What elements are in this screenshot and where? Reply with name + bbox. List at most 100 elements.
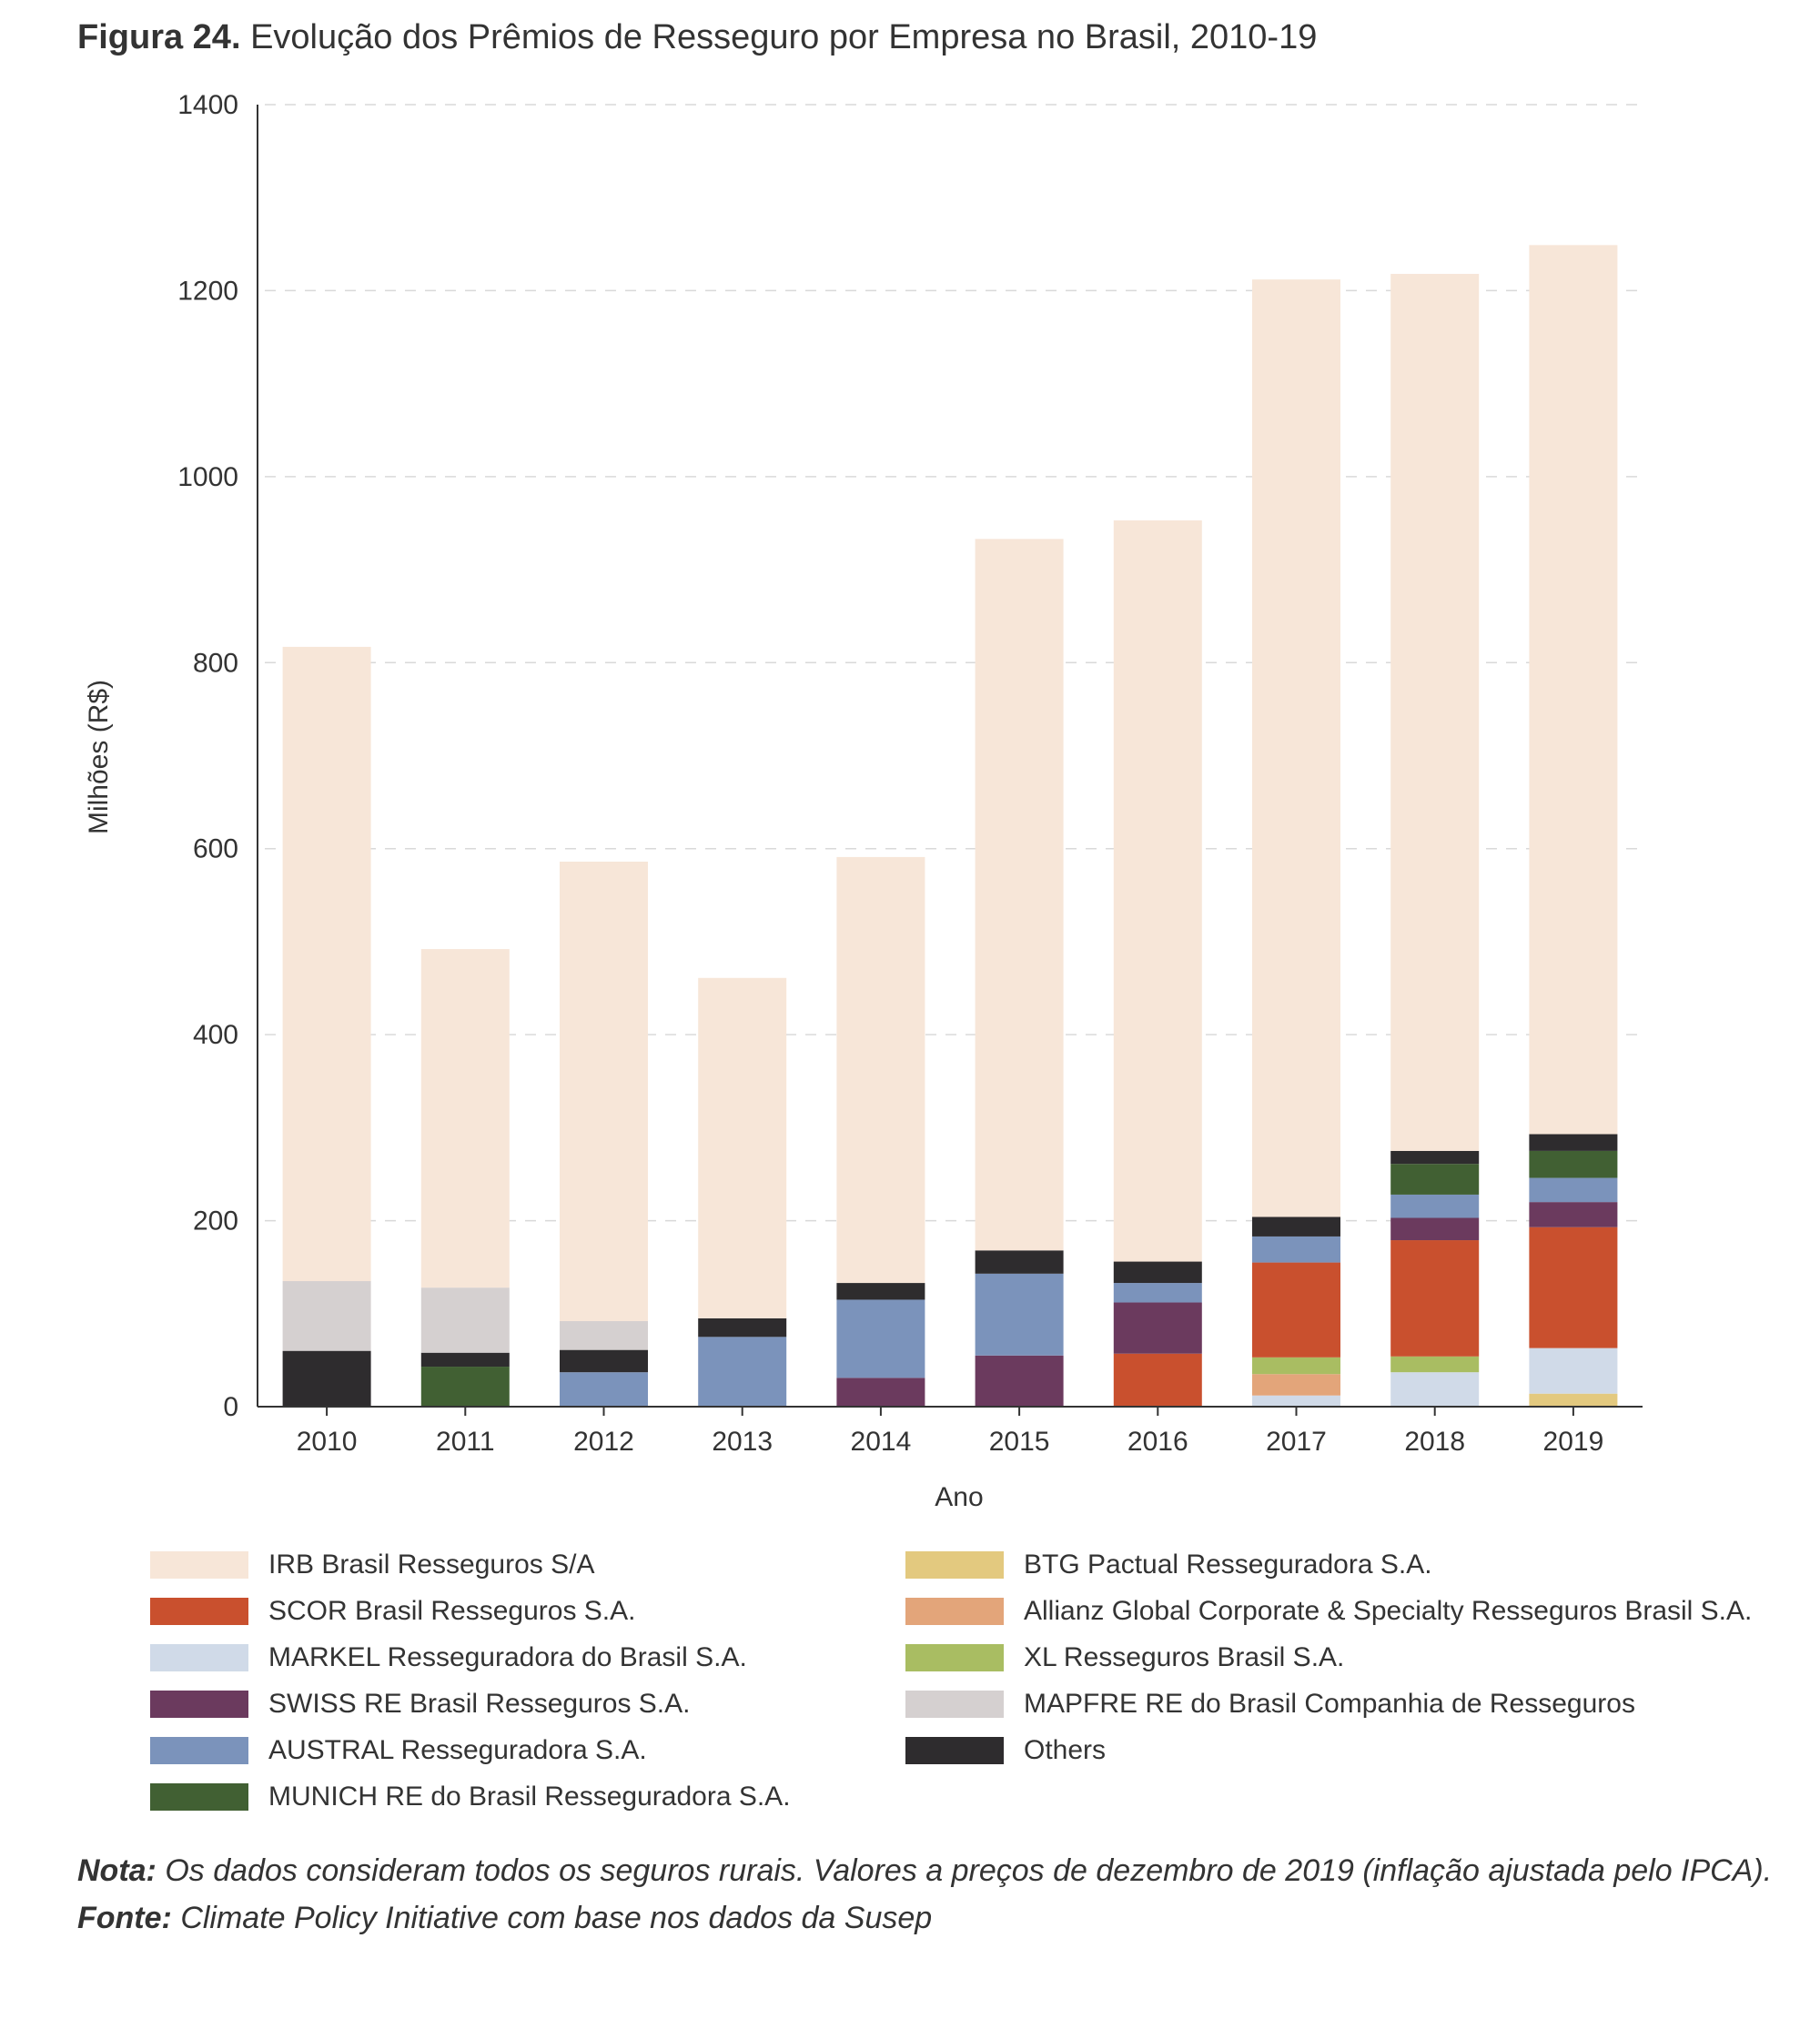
x-tick-label: 2018 xyxy=(1404,1427,1465,1457)
bar-segment xyxy=(282,1350,371,1407)
bar-segment xyxy=(1252,1216,1340,1237)
bar-segment xyxy=(698,1337,787,1407)
x-tick-label: 2015 xyxy=(989,1427,1050,1457)
bar-segment xyxy=(1390,1240,1480,1357)
y-tick-label: 1400 xyxy=(177,90,238,120)
legend-label: Others xyxy=(1024,1735,1107,1765)
legend-swatch xyxy=(150,1551,248,1579)
bar-segment xyxy=(1113,1353,1202,1407)
bar-segment xyxy=(1529,1348,1618,1394)
x-tick-label: 2016 xyxy=(1127,1427,1188,1457)
bar-segment xyxy=(282,1281,371,1351)
bar-segment xyxy=(1113,1283,1202,1303)
bar-segment xyxy=(1390,274,1480,1151)
x-tick-label: 2010 xyxy=(297,1427,358,1457)
nota-label: Nota: xyxy=(77,1853,157,1888)
legend-label: AUSTRAL Resseguradora S.A. xyxy=(268,1735,647,1765)
legend-item: MAPFRE RE do Brasil Companhia de Ressegu… xyxy=(905,1686,1635,1722)
bar-segment xyxy=(1390,1217,1480,1241)
legend-item: SCOR Brasil Resseguros S.A. xyxy=(150,1593,635,1630)
legend-item: SWISS RE Brasil Resseguros S.A. xyxy=(150,1686,690,1722)
bar-segment xyxy=(1529,1150,1618,1178)
bar-segment xyxy=(836,856,925,1284)
bar-segment xyxy=(1252,1236,1340,1263)
legend-swatch xyxy=(150,1598,248,1625)
bar-segment xyxy=(420,949,510,1288)
bar-segment xyxy=(1113,1261,1202,1284)
legend-swatch xyxy=(905,1598,1004,1625)
legend-label: XL Resseguros Brasil S.A. xyxy=(1024,1642,1345,1672)
legend-swatch xyxy=(150,1737,248,1764)
x-axis-label: Ano xyxy=(935,1482,983,1512)
bar-segment xyxy=(975,1355,1064,1407)
legend-label: Allianz Global Corporate & Specialty Res… xyxy=(1024,1596,1753,1626)
y-tick-labels: 0 200 400 600 800 1000 1200 1400 xyxy=(177,90,238,1422)
bar-segment xyxy=(1252,279,1340,1217)
bar-segment xyxy=(1529,1227,1618,1348)
x-tick-labels: 2010 2011 2012 2013 2014 2015 2016 2017 2018 2019 xyxy=(297,1407,1604,1457)
axes xyxy=(257,105,1643,1408)
legend-item: IRB Brasil Resseguros S/A xyxy=(150,1547,594,1583)
bar-segment xyxy=(1252,1262,1340,1358)
legend-swatch xyxy=(150,1783,248,1811)
legend-label: SCOR Brasil Resseguros S.A. xyxy=(268,1596,636,1626)
bar-segment xyxy=(1252,1374,1340,1396)
bar-segment xyxy=(1390,1150,1480,1165)
x-tick-label: 2017 xyxy=(1266,1427,1327,1457)
x-tick-label: 2019 xyxy=(1543,1427,1604,1457)
nota-line: Nota: Os dados consideram todos os segur… xyxy=(77,1847,1788,1894)
bar-segment xyxy=(1529,1134,1618,1151)
legend-item: Others xyxy=(905,1732,1106,1769)
bar-segment xyxy=(1529,1393,1618,1407)
fonte-label: Fonte: xyxy=(77,1901,172,1935)
legend-item: XL Resseguros Brasil S.A. xyxy=(905,1640,1344,1676)
legend-swatch xyxy=(905,1737,1004,1764)
legend-label: MAPFRE RE do Brasil Companhia de Ressegu… xyxy=(1024,1689,1635,1719)
figure-title: Figura 24. Evolução dos Prêmios de Resse… xyxy=(77,18,1317,57)
figure-title-text: Evolução dos Prêmios de Resseguro por Em… xyxy=(250,18,1318,56)
legend-item: Allianz Global Corporate & Specialty Res… xyxy=(905,1593,1752,1630)
bar-segment xyxy=(836,1283,925,1300)
y-tick-label: 1000 xyxy=(177,462,238,492)
bar-segment xyxy=(1390,1194,1480,1218)
legend-item: MARKEL Resseguradora do Brasil S.A. xyxy=(150,1640,747,1676)
y-tick-label: 600 xyxy=(193,834,238,864)
y-tick-label: 800 xyxy=(193,648,238,678)
legend-item: MUNICH RE do Brasil Resseguradora S.A. xyxy=(150,1779,791,1815)
legend-item: BTG Pactual Resseguradora S.A. xyxy=(905,1547,1432,1583)
x-tick-label: 2014 xyxy=(851,1427,912,1457)
bar-segment xyxy=(836,1299,925,1378)
bar-segment xyxy=(1529,1177,1618,1203)
bar-segment xyxy=(698,1317,787,1338)
x-tick-label: 2012 xyxy=(573,1427,634,1457)
bar-segment xyxy=(1252,1395,1340,1407)
legend-swatch xyxy=(150,1691,248,1718)
legend-label: MUNICH RE do Brasil Resseguradora S.A. xyxy=(268,1782,791,1812)
bar-segment xyxy=(1390,1164,1480,1195)
bar-segment xyxy=(1390,1372,1480,1407)
legend-swatch xyxy=(905,1551,1004,1579)
fonte-line: Fonte: Climate Policy Initiative com bas… xyxy=(77,1894,1788,1942)
bar-segment xyxy=(975,539,1064,1251)
bar-segment xyxy=(698,977,787,1318)
legend-label: SWISS RE Brasil Resseguros S.A. xyxy=(268,1689,691,1719)
bar-segment xyxy=(975,1250,1064,1274)
bar-segment xyxy=(560,1372,648,1407)
legend-label: IRB Brasil Resseguros S/A xyxy=(268,1550,595,1580)
y-axis-label: Milhões (R$) xyxy=(84,680,114,834)
bar-segment xyxy=(560,862,648,1321)
notes: Nota: Os dados consideram todos os segur… xyxy=(77,1847,1788,1942)
bar-segment xyxy=(560,1349,648,1373)
bar-segment xyxy=(1390,1356,1480,1373)
bar-segment xyxy=(1252,1357,1340,1375)
y-tick-label: 0 xyxy=(223,1392,238,1422)
legend-swatch xyxy=(905,1644,1004,1671)
bar-segment xyxy=(975,1273,1064,1356)
bar-segment xyxy=(1529,245,1618,1135)
legend-label: MARKEL Resseguradora do Brasil S.A. xyxy=(268,1642,747,1672)
bar-segment xyxy=(836,1378,925,1407)
bar-segment xyxy=(560,1320,648,1350)
bars xyxy=(282,245,1618,1407)
bar-segment xyxy=(420,1352,510,1368)
